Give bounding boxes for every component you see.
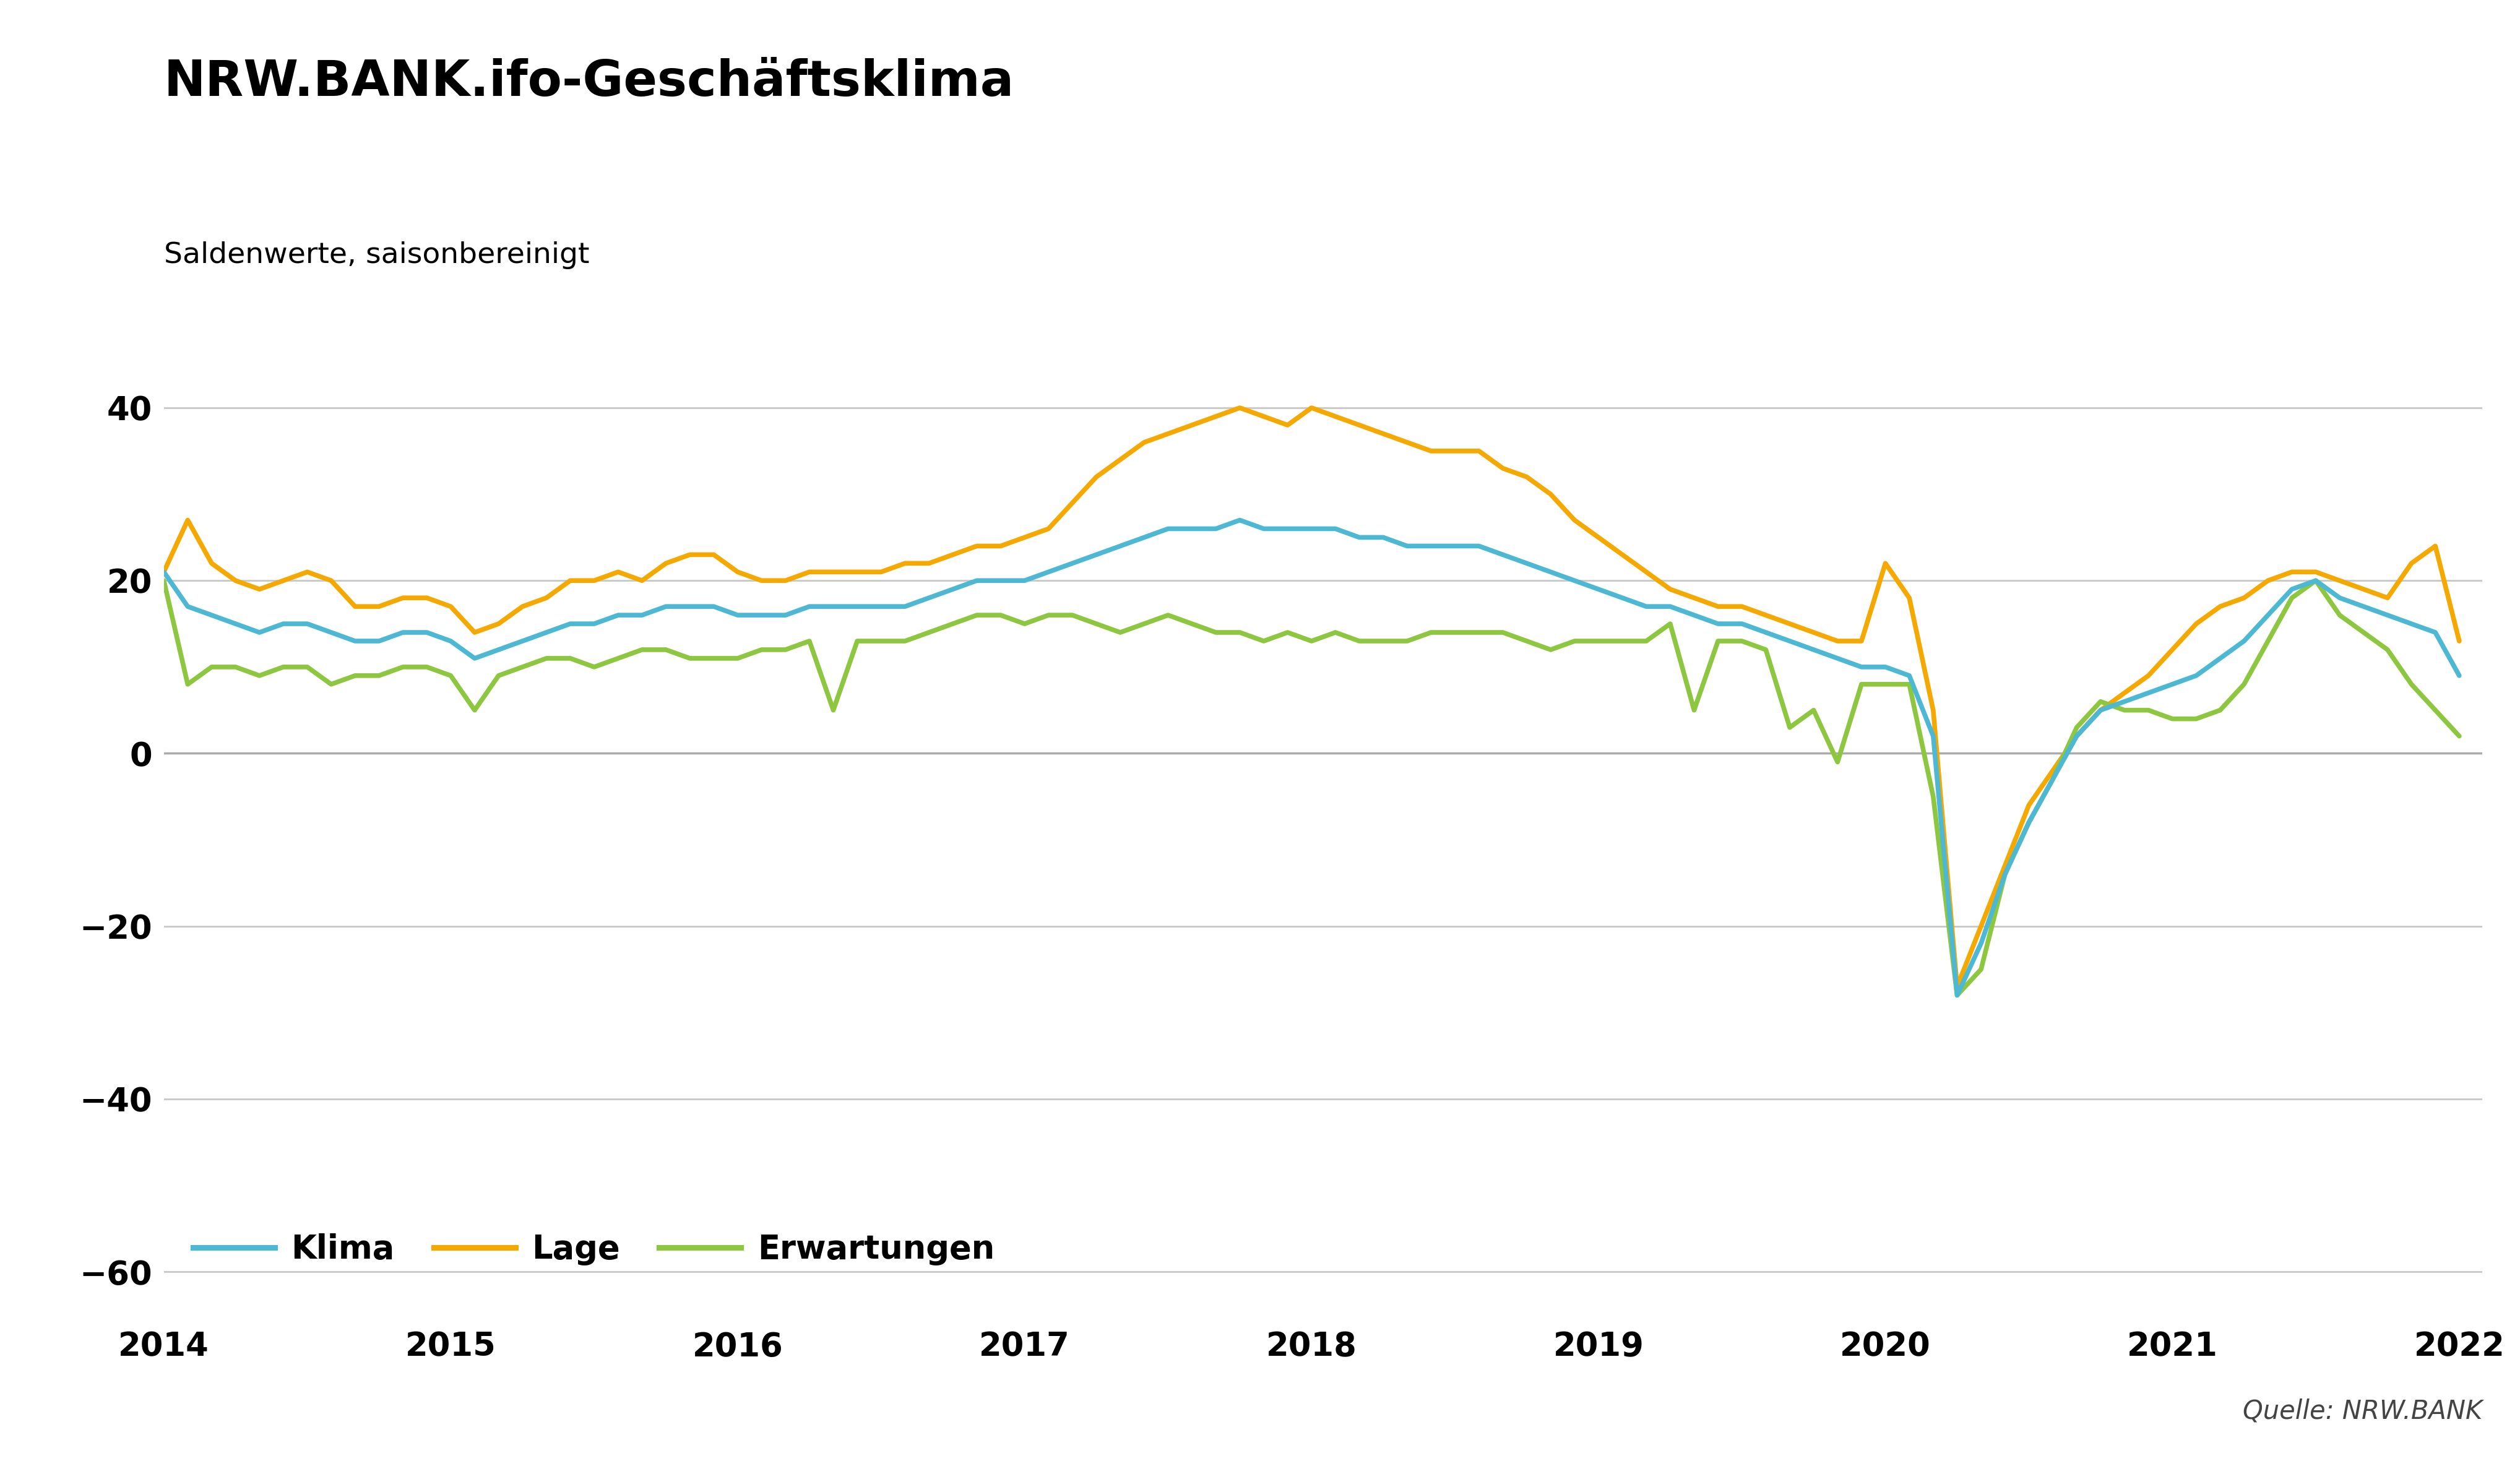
Text: NRW.BANK.ifo-Geschäftsklima: NRW.BANK.ifo-Geschäftsklima	[164, 58, 1013, 107]
Legend: Klima, Lage, Erwartungen: Klima, Lage, Erwartungen	[179, 1220, 1008, 1278]
Text: Saldenwerte, saisonbereinigt: Saldenwerte, saisonbereinigt	[164, 241, 590, 269]
Text: Quelle: NRW.BANK: Quelle: NRW.BANK	[2243, 1398, 2482, 1424]
